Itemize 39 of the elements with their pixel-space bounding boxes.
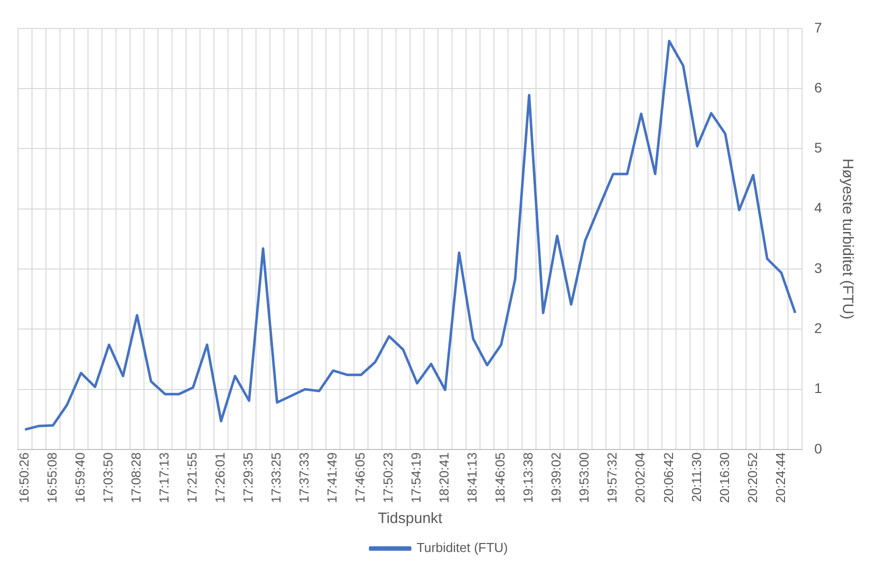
x-tick-label: 17:37:33 xyxy=(296,452,312,504)
x-tick-label: 16:59:40 xyxy=(72,452,88,504)
x-tick-label: 19:13:38 xyxy=(520,452,536,504)
y-axis-title: Høyeste turbiditet (FTU) xyxy=(838,158,856,320)
x-tick-label: 16:55:08 xyxy=(44,452,60,504)
y-tick-label: 4 xyxy=(814,200,822,216)
y-tick-label: 2 xyxy=(814,320,822,336)
y-tick-label: 3 xyxy=(814,260,822,276)
x-tick-label: 20:11:30 xyxy=(688,452,704,502)
x-tick-label: 20:06:42 xyxy=(660,452,676,504)
y-tick-label: 5 xyxy=(814,140,822,156)
x-axis-title: Tidspunkt xyxy=(378,510,444,528)
x-tick-label: 17:08:28 xyxy=(128,452,144,504)
x-tick-label: 20:20:52 xyxy=(744,452,760,504)
x-tick-label: 16:50:26 xyxy=(16,452,32,504)
x-tick-label: 17:17:13 xyxy=(156,452,172,504)
x-tick-label: 19:53:00 xyxy=(576,452,592,504)
x-tick-label: 17:41:49 xyxy=(324,452,340,504)
x-tick-label: 17:21:55 xyxy=(184,452,200,504)
x-tick-label: 20:02:04 xyxy=(632,452,648,504)
legend-label: Turbiditet (FTU) xyxy=(416,540,508,556)
x-tick-label: 17:46:05 xyxy=(352,452,368,504)
y-tick-label: 0 xyxy=(814,440,822,456)
x-tick-label: 17:03:50 xyxy=(100,452,116,504)
x-tick-label: 20:16:30 xyxy=(716,452,732,504)
x-tick-label: 17:29:35 xyxy=(240,452,256,504)
x-tick-label: 20:24:44 xyxy=(772,452,788,504)
y-tick-label: 1 xyxy=(814,380,822,396)
x-tick-label: 18:46:05 xyxy=(492,452,508,504)
x-tick-label: 19:57:32 xyxy=(604,452,620,504)
x-tick-label: 19:39:02 xyxy=(548,452,564,504)
x-tick-label: 18:20:41 xyxy=(436,452,452,504)
x-tick-label: 17:33:25 xyxy=(268,452,284,504)
x-tick-label: 18:41:13 xyxy=(464,452,480,504)
y-tick-label: 7 xyxy=(814,19,822,36)
y-tick-label: 6 xyxy=(814,79,822,96)
x-tick-label: 17:54:19 xyxy=(408,452,424,504)
x-tick-label: 17:26:01 xyxy=(212,452,228,504)
x-tick-label: 17:50:23 xyxy=(380,452,396,504)
